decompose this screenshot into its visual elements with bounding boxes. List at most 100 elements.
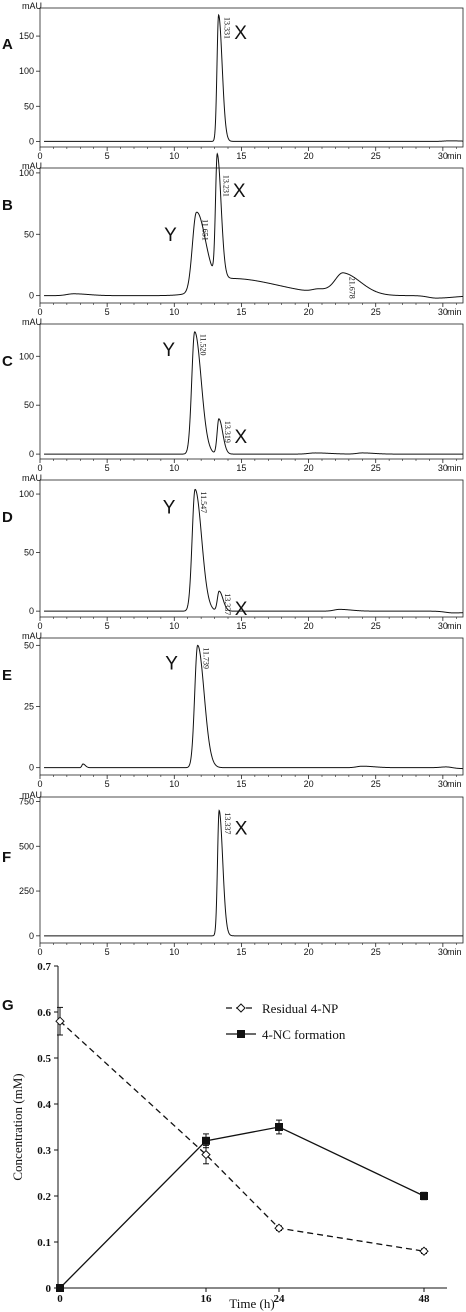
x-tick-label: 0 bbox=[37, 621, 42, 631]
x-tick-label: 20 bbox=[304, 621, 314, 631]
panel-letter: A bbox=[2, 36, 13, 53]
series-line bbox=[59, 1020, 425, 1252]
x-tick-label: 30 bbox=[438, 307, 448, 317]
x-tick-label: 15 bbox=[236, 463, 246, 473]
x-tick-label: 10 bbox=[169, 151, 179, 161]
x-tick-label: 10 bbox=[169, 463, 179, 473]
data-point-diamond bbox=[55, 1016, 65, 1026]
y-tick-label: 25 bbox=[24, 702, 34, 712]
series-residual-4np bbox=[55, 1006, 429, 1256]
x-tick-label: 25 bbox=[371, 307, 381, 317]
x-tick-label: 20 bbox=[304, 463, 314, 473]
x-tick-label: 0 bbox=[37, 947, 42, 957]
peak-retention-time: 21.678 bbox=[347, 277, 356, 299]
y-tick-label: 100 bbox=[19, 351, 34, 361]
data-point-square bbox=[202, 1136, 210, 1145]
peak-retention-time: 13.331 bbox=[223, 17, 232, 39]
y-tick-label: 0.2 bbox=[37, 1191, 51, 1203]
y-axis-title: Concentration (mM) bbox=[10, 1073, 25, 1180]
chromatogram-trace bbox=[44, 488, 464, 614]
peak-retention-time: 13.337 bbox=[223, 593, 232, 615]
x-tick-label: 10 bbox=[169, 779, 179, 789]
data-point-square bbox=[275, 1123, 283, 1131]
peak-retention-time: 13.337 bbox=[223, 812, 232, 834]
y-tick-label: 0 bbox=[46, 1283, 52, 1295]
panel-letter: E bbox=[2, 667, 12, 684]
y-tick-label: 0 bbox=[29, 606, 34, 616]
x-unit-label: min bbox=[447, 151, 462, 161]
peak-tag: Y bbox=[165, 653, 178, 674]
peak-tag: X bbox=[233, 181, 246, 202]
y-unit-label: mAU bbox=[22, 790, 42, 800]
x-tick-label: 20 bbox=[304, 947, 314, 957]
data-point-square bbox=[420, 1192, 428, 1200]
x-unit-label: min bbox=[447, 307, 462, 317]
panel-frame bbox=[39, 167, 464, 304]
y-tick-label: 750 bbox=[19, 796, 34, 806]
x-tick-label: 25 bbox=[371, 463, 381, 473]
y-tick-label: 100 bbox=[19, 168, 34, 178]
y-tick-label: 50 bbox=[24, 640, 34, 650]
legend: Residual 4-NP 4-NC formation bbox=[226, 1001, 346, 1042]
x-tick-label: 15 bbox=[236, 151, 246, 161]
x-tick-label: 30 bbox=[438, 947, 448, 957]
peak-tag: X bbox=[235, 818, 248, 839]
peak-retention-time: 11.651 bbox=[200, 219, 209, 241]
y-tick-label: 100 bbox=[19, 489, 34, 499]
y-tick-label: 0 bbox=[29, 449, 34, 459]
x-tick-label: 5 bbox=[105, 947, 110, 957]
y-tick-label: 50 bbox=[24, 548, 34, 558]
panel-frame bbox=[39, 796, 464, 944]
y-unit-label: mAU bbox=[22, 317, 42, 327]
panel-letter: B bbox=[2, 197, 13, 214]
y-unit-label: mAU bbox=[22, 473, 42, 483]
x-unit-label: min bbox=[447, 947, 462, 957]
panel-frame bbox=[39, 479, 464, 618]
chromatogram-trace bbox=[44, 331, 463, 455]
x-unit-label: min bbox=[447, 621, 462, 631]
y-tick-label: 500 bbox=[19, 841, 34, 851]
x-tick-label: 24 bbox=[274, 1293, 286, 1305]
panel-frame bbox=[39, 323, 464, 460]
x-tick-label: 30 bbox=[438, 621, 448, 631]
x-tick-label: 0 bbox=[37, 151, 42, 161]
panel-letter: G bbox=[2, 997, 14, 1014]
y-tick-label: 0.5 bbox=[37, 1053, 51, 1065]
panel-frame bbox=[39, 7, 464, 148]
y-tick-label: 50 bbox=[24, 400, 34, 410]
x-tick-label: 20 bbox=[304, 779, 314, 789]
y-tick-label: 100 bbox=[19, 66, 34, 76]
y-tick-label: 50 bbox=[24, 101, 34, 111]
x-tick-label: 5 bbox=[105, 779, 110, 789]
panel-frame bbox=[39, 637, 464, 776]
x-tick-label: 48 bbox=[419, 1293, 431, 1305]
panel-letter: D bbox=[2, 509, 13, 526]
x-tick-label: 10 bbox=[169, 307, 179, 317]
y-tick-label: 0 bbox=[29, 291, 34, 301]
y-tick-label: 0.6 bbox=[37, 1007, 51, 1019]
y-unit-label: mAU bbox=[22, 1, 42, 11]
chromatogram-trace bbox=[44, 13, 464, 142]
series-4nc-formation bbox=[56, 1119, 428, 1292]
peak-tag: X bbox=[235, 599, 248, 620]
x-tick-label: 0 bbox=[57, 1293, 63, 1305]
y-tick-label: 50 bbox=[24, 229, 34, 239]
x-unit-label: min bbox=[447, 463, 462, 473]
x-tick-label: 25 bbox=[371, 947, 381, 957]
x-tick-label: 0 bbox=[37, 307, 42, 317]
x-tick-label: 5 bbox=[105, 151, 110, 161]
legend-label: 4-NC formation bbox=[262, 1027, 346, 1042]
y-tick-label: 0.1 bbox=[37, 1237, 51, 1249]
panel-letter: F bbox=[2, 849, 11, 866]
data-point-square bbox=[56, 1284, 64, 1292]
x-tick-label: 30 bbox=[438, 151, 448, 161]
x-tick-label: 15 bbox=[236, 621, 246, 631]
peak-tag: X bbox=[235, 427, 248, 448]
data-point-diamond bbox=[274, 1223, 284, 1233]
x-tick-label: 16 bbox=[201, 1293, 213, 1305]
